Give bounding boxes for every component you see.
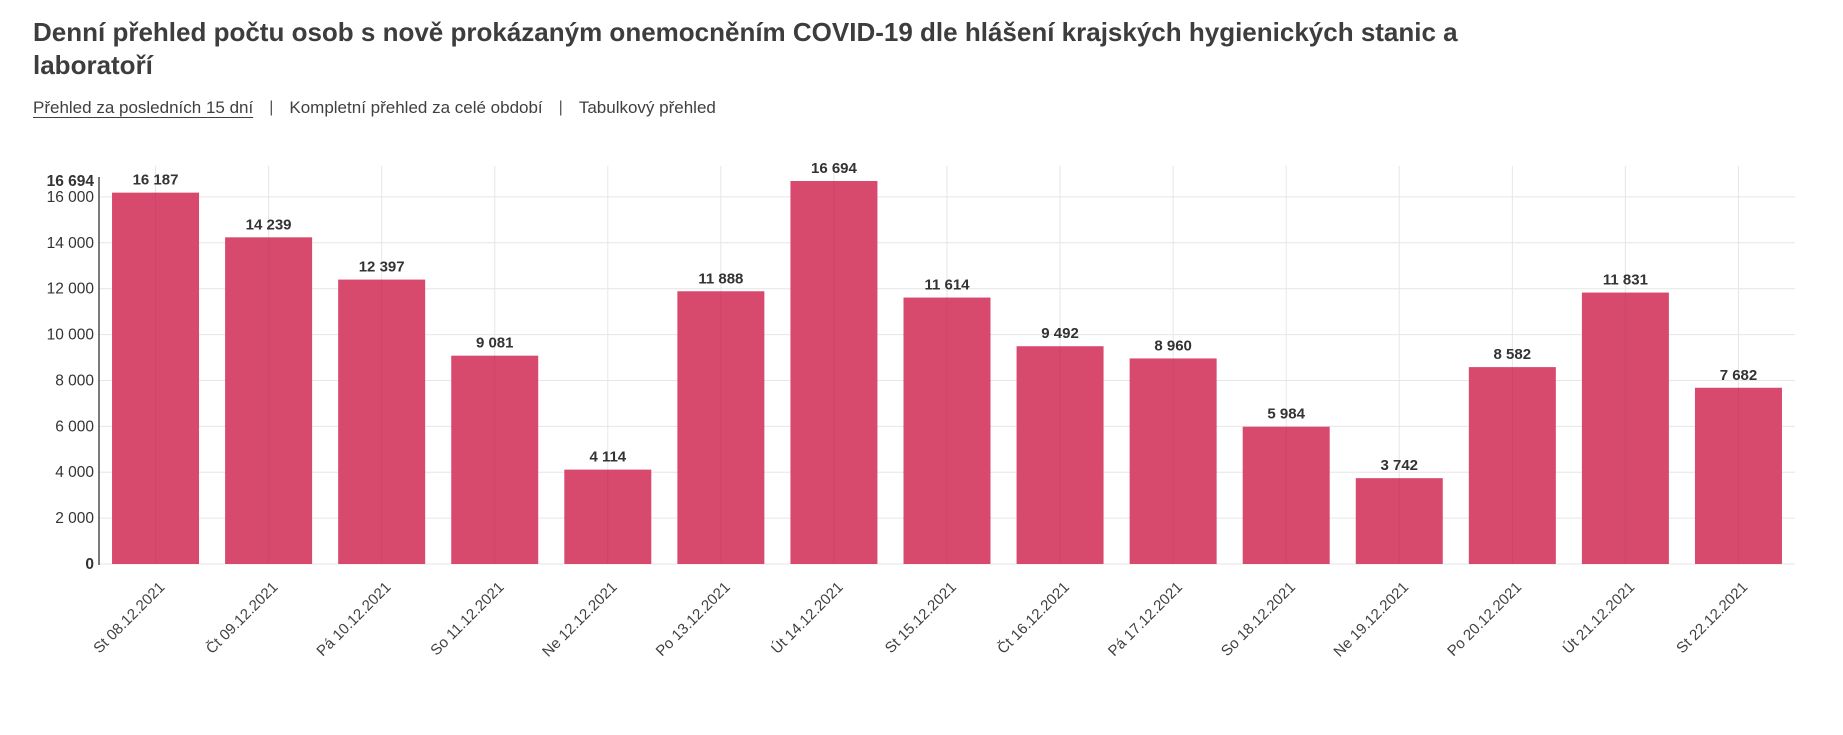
bar-St 08.12.2021[interactable] — [112, 192, 200, 564]
bar-Ne 19.12.2021[interactable] — [1355, 477, 1443, 564]
bar-St 22.12.2021[interactable] — [1694, 387, 1782, 564]
bar-So 18.12.2021[interactable] — [1242, 426, 1330, 564]
tab-last-15-days[interactable]: Přehled za posledních 15 dní — [33, 97, 254, 117]
bar-value-label: 3 742 — [1380, 457, 1418, 474]
x-axis-label: St 22.12.2021 — [1673, 578, 1751, 656]
bar-value-label: 7 682 — [1720, 366, 1758, 383]
bar-value-label: 8 582 — [1494, 346, 1532, 363]
x-axis-label: Po 13.12.2021 — [653, 578, 734, 659]
separator: | — [558, 98, 563, 116]
bar-Po 20.12.2021[interactable] — [1468, 366, 1556, 564]
bar-Ne 12.12.2021[interactable] — [564, 469, 652, 564]
y-axis-label: 12 000 — [47, 280, 95, 297]
bar-value-label: 8 960 — [1154, 337, 1192, 354]
x-axis-label: St 15.12.2021 — [882, 578, 960, 656]
x-axis-label: Čt 09.12.2021 — [203, 578, 282, 657]
y-axis-max-label: 16 694 — [47, 173, 95, 190]
y-axis-label: 10 000 — [47, 326, 95, 343]
bar-St 15.12.2021[interactable] — [903, 297, 991, 564]
x-axis-label: Út 14.12.2021 — [768, 578, 847, 657]
bar-value-label: 16 694 — [811, 160, 858, 177]
bar-value-label: 14 239 — [246, 216, 292, 233]
y-axis-label: 0 — [85, 556, 94, 573]
y-axis-label: 16 000 — [47, 188, 95, 205]
bar-So 11.12.2021[interactable] — [451, 355, 539, 564]
x-axis-label: So 11.12.2021 — [427, 578, 507, 658]
bar-Út 21.12.2021[interactable] — [1581, 292, 1669, 564]
bar-value-label: 11 888 — [698, 270, 743, 287]
daily-overview-bar-chart: 0 2 000 4 000 6 000 8 000 10 000 12 000 14 000 1… — [47, 160, 1795, 660]
y-axis-label: 8 000 — [55, 372, 94, 389]
bar-value-label: 4 114 — [589, 448, 626, 465]
bar-Čt 09.12.2021[interactable] — [225, 236, 313, 564]
page-title: Denní přehled počtu osob s nově prokázan… — [33, 17, 1458, 81]
separator: | — [269, 98, 274, 116]
x-axis-label: St 08.12.2021 — [90, 578, 168, 656]
y-axis-label: 2 000 — [55, 510, 94, 527]
view-switcher: Přehled za posledních 15 dní | Kompletní… — [33, 98, 1810, 118]
bar-value-label: 5 984 — [1267, 405, 1305, 422]
tab-table-overview[interactable]: Tabulkový přehled — [578, 97, 716, 117]
bar-value-label: 11 831 — [1603, 271, 1648, 288]
x-axis-label: Ne 12.12.2021 — [539, 578, 621, 660]
x-axis-label: Čt 16.12.2021 — [994, 578, 1073, 657]
bar-value-label: 9 492 — [1041, 325, 1079, 342]
bar-Po 13.12.2021[interactable] — [677, 290, 765, 564]
bar-value-label: 16 187 — [133, 171, 179, 188]
y-axis-label: 4 000 — [55, 464, 94, 481]
x-axis-label: Út 21.12.2021 — [1560, 578, 1639, 657]
y-axis-label: 14 000 — [47, 234, 95, 251]
x-axis-label: Po 20.12.2021 — [1444, 578, 1525, 659]
bar-Pá 10.12.2021[interactable] — [338, 279, 426, 564]
bar-Čt 16.12.2021[interactable] — [1016, 345, 1104, 564]
bar-value-label: 11 614 — [924, 276, 970, 293]
x-axis-label: Pá 10.12.2021 — [313, 578, 394, 659]
x-axis-label: Ne 19.12.2021 — [1330, 578, 1412, 660]
bar-value-label: 9 081 — [476, 334, 514, 351]
y-axis-label: 6 000 — [55, 418, 94, 435]
x-axis-label: Pá 17.12.2021 — [1105, 578, 1186, 659]
tab-complete-overview[interactable]: Kompletní přehled za celé období — [289, 97, 543, 117]
bar-Út 14.12.2021[interactable] — [790, 180, 878, 564]
x-axis-label: So 18.12.2021 — [1218, 578, 1299, 659]
bar-value-label: 12 397 — [359, 258, 405, 275]
bar-Pá 17.12.2021[interactable] — [1129, 357, 1217, 564]
